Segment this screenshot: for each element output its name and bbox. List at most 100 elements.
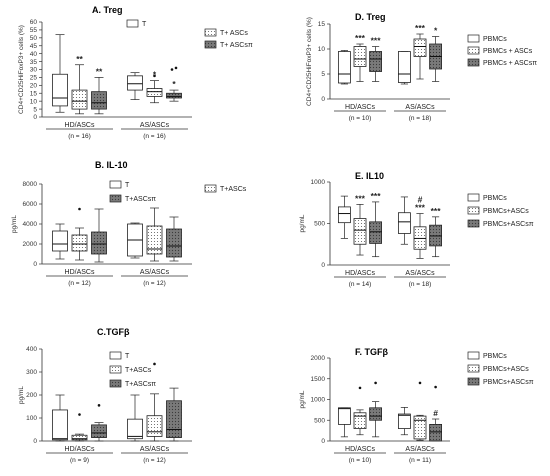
significance-marker: *** [355, 193, 366, 203]
significance-marker: ** [96, 66, 103, 76]
legend-label: T [142, 21, 147, 28]
chart-panel-4: E. IL10 0 500 1000 pg/mL *** *** HD/ASCs (n = 14… [299, 171, 534, 288]
y-tick-label: 2000 [23, 241, 38, 248]
legend-swatch [467, 364, 480, 373]
legend-label: T+ASCsπ [125, 381, 156, 388]
y-tick-label: 0 [321, 438, 325, 445]
group-n-label: (n = 14) [349, 281, 372, 288]
box-white [127, 418, 143, 440]
chart-title: A. Treg [92, 5, 123, 15]
group-label: HD/ASCs [345, 104, 375, 111]
group-label: HD/ASCs [345, 446, 375, 453]
significance-marker: # [418, 195, 423, 205]
outlier-point [358, 386, 362, 390]
y-tick-label: 500 [314, 417, 325, 424]
outlier-point [174, 66, 178, 70]
box-white [337, 407, 351, 425]
group-n-label: (n = 12) [143, 280, 166, 287]
y-tick-label: 55 [30, 27, 38, 34]
y-tick-label: 20 [30, 83, 38, 90]
outlier-point [374, 381, 377, 385]
box-dots [146, 225, 163, 255]
significance-marker: # [433, 408, 438, 418]
y-tick-label: 40 [30, 51, 38, 58]
y-axis-label: CD4+CD25HiFoxP3+ cells (%) [306, 17, 313, 106]
box-dots [71, 434, 88, 441]
legend-label: PBMCs+ASCsπ [483, 379, 534, 386]
group-n-label: (n = 10) [349, 115, 372, 122]
legend-swatch [126, 19, 139, 28]
group-n-label: (n = 12) [143, 457, 166, 464]
legend-swatch [109, 194, 122, 203]
y-tick-label: 10 [318, 46, 326, 53]
box-dark [91, 424, 107, 438]
box-white [52, 409, 68, 441]
legend-label: T+ASCs [125, 367, 152, 374]
y-tick-label: 15 [30, 90, 38, 97]
group-n-label: (n = 10) [349, 457, 372, 464]
legend-swatch [109, 379, 122, 388]
box-dots [353, 412, 367, 429]
legend-swatch [467, 219, 480, 228]
legend-swatch [467, 34, 480, 43]
legend-swatch [109, 351, 122, 360]
significance-marker: *** [415, 23, 426, 33]
legend-label: PBMCs [483, 353, 507, 360]
legend-swatch [467, 377, 480, 386]
legend-swatch [204, 184, 217, 193]
group-label: AS/ASCs [140, 269, 170, 276]
group-label: HD/ASCs [345, 270, 375, 277]
group-label: AS/ASCs [405, 270, 435, 277]
outlier-point [170, 68, 174, 71]
y-tick-label: 25 [30, 75, 38, 82]
box-white [397, 212, 411, 234]
y-tick-label: 1000 [311, 179, 326, 186]
y-tick-label: 100 [26, 415, 37, 422]
significance-marker: *** [371, 36, 382, 46]
box-dark [429, 423, 443, 442]
y-tick-label: 0 [33, 114, 37, 121]
y-tick-label: 15 [318, 21, 326, 28]
group-label: AS/ASCs [140, 446, 170, 453]
significance-marker: * [434, 26, 438, 36]
legend-label: PBMCs + ASCsπ [483, 60, 537, 67]
legend-label: PBMCs [483, 36, 507, 43]
box-dots [146, 415, 163, 437]
y-tick-label: 8000 [23, 181, 38, 188]
outlier-point [153, 74, 156, 78]
legend-swatch [467, 193, 480, 202]
y-tick-label: 4000 [23, 221, 38, 228]
y-tick-label: 200 [26, 392, 37, 399]
group-n-label: (n = 18) [409, 115, 432, 122]
legend-swatch [204, 28, 217, 37]
chart-title: F. TGFβ [355, 347, 388, 357]
y-axis-label: pg/mL [299, 214, 306, 232]
significance-marker: * [172, 79, 176, 89]
group-label: AS/ASCs [405, 104, 435, 111]
box-dots [146, 88, 163, 97]
y-axis-label: pg/mL [299, 390, 306, 408]
legend-label: T+ ASCsπ [220, 42, 253, 49]
box-dark [91, 91, 107, 110]
group-n-label: (n = 11) [409, 457, 431, 464]
box-dots [353, 46, 367, 67]
legend-label: T+ASCs [220, 186, 247, 193]
chart-panel-2: D. Treg 0 5 10 15 CD4+CD25HiFoxP3+ cells (%) *… [306, 12, 537, 122]
box-dots [71, 234, 88, 252]
legend-label: PBMCs [483, 195, 507, 202]
group-label: AS/ASCs [405, 446, 435, 453]
legend-swatch [109, 180, 122, 189]
y-axis-label: pg/mL [18, 386, 25, 404]
outlier-point [418, 381, 422, 385]
group-label: HD/ASCs [65, 122, 95, 129]
legend-swatch [467, 206, 480, 215]
box-dots [353, 218, 367, 245]
outlier-point [78, 413, 81, 416]
box-dark [166, 228, 182, 258]
box-white [397, 51, 411, 83]
y-axis-label: pg/mL [11, 215, 18, 233]
box-white [127, 75, 143, 91]
significance-marker: *** [415, 203, 426, 213]
